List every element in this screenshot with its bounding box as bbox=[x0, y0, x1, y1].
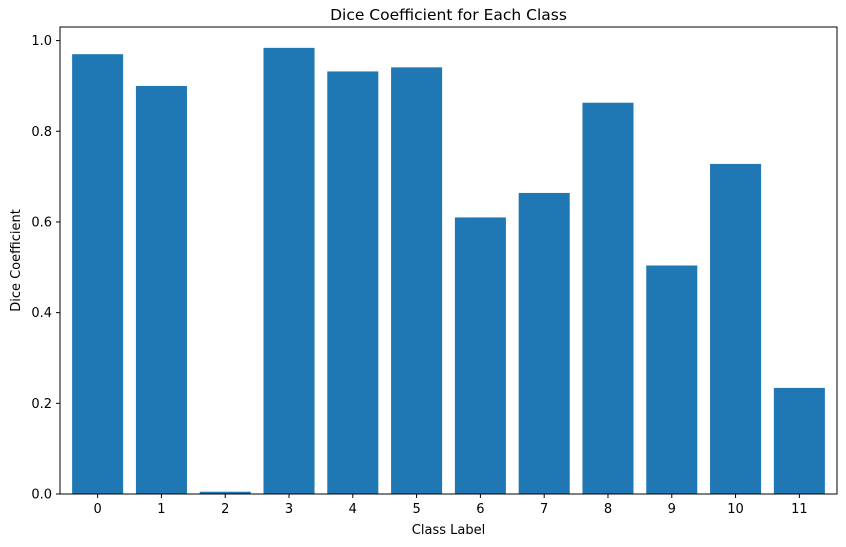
y-tick-label: 0.0 bbox=[31, 488, 52, 503]
x-tick-label: 1 bbox=[157, 502, 165, 517]
x-tick-label: 5 bbox=[412, 502, 420, 517]
x-tick-label: 6 bbox=[476, 502, 484, 517]
bar-class-5 bbox=[391, 67, 443, 495]
y-tick-label: 0.6 bbox=[31, 215, 52, 230]
x-tick-label: 8 bbox=[604, 502, 612, 517]
chart-title: Dice Coefficient for Each Class bbox=[330, 6, 567, 24]
x-tick-label: 2 bbox=[221, 502, 229, 517]
x-axis-ticks: 0 1 2 3 4 5 6 7 8 9 10 11 bbox=[93, 494, 808, 517]
y-axis-ticks: 0.0 0.2 0.4 0.6 0.8 1.0 bbox=[31, 34, 60, 503]
bar-class-4 bbox=[327, 71, 379, 494]
bar-class-7 bbox=[518, 192, 570, 494]
x-tick-label: 4 bbox=[349, 502, 357, 517]
bar-class-2 bbox=[199, 491, 251, 494]
bar-group bbox=[72, 47, 825, 495]
plot-frame bbox=[59, 26, 838, 495]
x-tick-label: 9 bbox=[668, 502, 676, 517]
bar-class-11 bbox=[773, 387, 825, 494]
x-tick-label: 0 bbox=[93, 502, 101, 517]
bar-class-0 bbox=[72, 54, 124, 494]
bar-class-3 bbox=[263, 47, 315, 494]
x-tick-label: 10 bbox=[727, 502, 744, 517]
bar-class-10 bbox=[710, 163, 762, 494]
x-axis-label: Class Label bbox=[412, 523, 485, 538]
x-tick-label: 7 bbox=[540, 502, 548, 517]
y-tick-label: 0.4 bbox=[31, 306, 52, 321]
bar-class-8 bbox=[582, 102, 634, 495]
bar-class-9 bbox=[646, 265, 698, 494]
bar-class-1 bbox=[135, 85, 187, 495]
y-tick-label: 0.8 bbox=[31, 125, 52, 140]
x-tick-label: 11 bbox=[791, 502, 808, 517]
bar-class-6 bbox=[454, 217, 506, 494]
y-axis-label: Dice Coefficient bbox=[9, 209, 24, 312]
y-tick-label: 1.0 bbox=[31, 34, 52, 49]
y-tick-label: 0.2 bbox=[31, 397, 52, 412]
x-tick-label: 3 bbox=[285, 502, 293, 517]
